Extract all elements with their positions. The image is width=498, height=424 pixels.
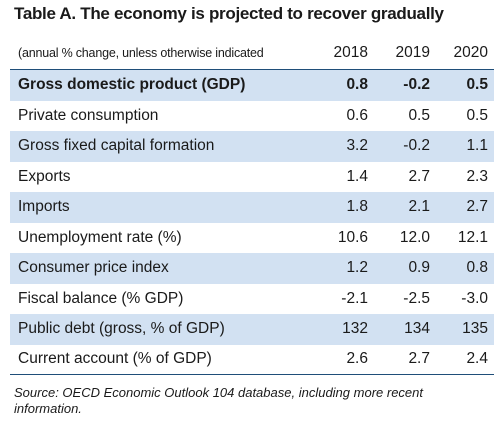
table-row-unemployment-rate: Unemployment rate (%) 10.6 12.0 12.1	[10, 223, 494, 254]
economic-projections-table: (annual % change, unless otherwise indic…	[10, 36, 494, 375]
table-row-public-debt: Public debt (gross, % of GDP) 132 134 13…	[10, 314, 494, 345]
cell-2020: 135	[462, 320, 488, 338]
cell-2020: 12.1	[457, 228, 488, 246]
row-label: Private consumption	[18, 106, 159, 124]
cell-2019: -2.5	[403, 289, 430, 307]
cell-2020: 2.7	[466, 198, 488, 216]
cell-2018: 1.8	[346, 198, 368, 216]
cell-2018: 0.8	[346, 76, 368, 94]
table-header-row: (annual % change, unless otherwise indic…	[10, 36, 494, 70]
cell-2020: 0.5	[466, 76, 488, 94]
table-row-imports: Imports 1.8 2.1 2.7	[10, 192, 494, 223]
cell-2019: -0.2	[403, 76, 430, 94]
cell-2019: 12.0	[399, 228, 430, 246]
row-label: Unemployment rate (%)	[18, 228, 182, 246]
table-row-fiscal-balance: Fiscal balance (% GDP) -2.1 -2.5 -3.0	[10, 284, 494, 315]
row-label: Public debt (gross, % of GDP)	[18, 320, 225, 338]
row-label: Gross fixed capital formation	[18, 137, 215, 155]
cell-2020: 2.4	[466, 350, 488, 368]
table-row-consumer-price-index: Consumer price index 1.2 0.9 0.8	[10, 253, 494, 284]
cell-2018: 1.2	[346, 259, 368, 277]
table-title: Table A. The economy is projected to rec…	[14, 4, 444, 23]
row-label: Imports	[18, 198, 70, 216]
header-year-2019: 2019	[395, 43, 430, 61]
cell-2018: 2.6	[346, 350, 368, 368]
cell-2019: 0.5	[408, 106, 430, 124]
cell-2019: 2.7	[408, 350, 430, 368]
table-row-private-consumption: Private consumption 0.6 0.5 0.5	[10, 101, 494, 132]
cell-2019: 2.1	[408, 198, 430, 216]
cell-2018: 132	[342, 320, 368, 338]
table-row-gross-fixed-capital-formation: Gross fixed capital formation 3.2 -0.2 1…	[10, 131, 494, 162]
cell-2018: -2.1	[341, 289, 368, 307]
table-row-exports: Exports 1.4 2.7 2.3	[10, 162, 494, 193]
row-label: Consumer price index	[18, 259, 169, 277]
header-year-2020: 2020	[453, 43, 488, 61]
source-note: Source: OECD Economic Outlook 104 databa…	[14, 385, 423, 416]
cell-2020: 0.5	[466, 106, 488, 124]
cell-2019: 0.9	[408, 259, 430, 277]
cell-2020: 2.3	[466, 167, 488, 185]
row-label: Gross domestic product (GDP)	[18, 76, 246, 94]
cell-2020: -3.0	[461, 289, 488, 307]
row-label: Current account (% of GDP)	[18, 350, 212, 368]
cell-2019: 134	[404, 320, 430, 338]
row-label: Exports	[18, 167, 71, 185]
cell-2019: 2.7	[408, 167, 430, 185]
cell-2020: 0.8	[466, 259, 488, 277]
cell-2018: 10.6	[337, 228, 368, 246]
table-row-current-account: Current account (% of GDP) 2.6 2.7 2.4	[10, 345, 494, 375]
cell-2018: 1.4	[346, 167, 368, 185]
header-note: (annual % change, unless otherwise indic…	[18, 45, 264, 60]
cell-2018: 0.6	[346, 106, 368, 124]
cell-2020: 1.1	[466, 137, 488, 155]
row-label: Fiscal balance (% GDP)	[18, 289, 184, 307]
table-row-gdp: Gross domestic product (GDP) 0.8 -0.2 0.…	[10, 70, 494, 101]
header-year-2018: 2018	[333, 43, 368, 61]
cell-2019: -0.2	[403, 137, 430, 155]
cell-2018: 3.2	[346, 137, 368, 155]
